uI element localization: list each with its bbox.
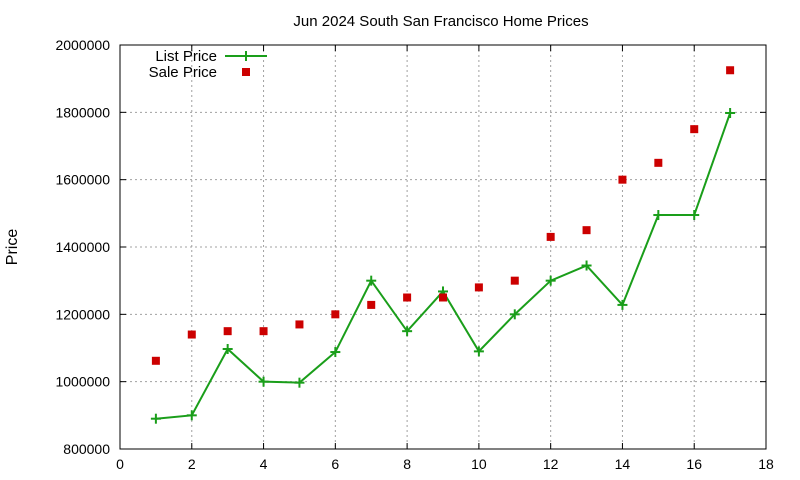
list-price-point: [330, 347, 341, 358]
y-tick-label: 1200000: [55, 306, 110, 322]
y-tick-label: 800000: [63, 441, 110, 457]
sale-price-point: [367, 300, 376, 309]
sale-price-point: [546, 232, 555, 241]
grid: [120, 45, 766, 449]
sale-price-point: [618, 175, 627, 184]
sale-price-point: [654, 158, 663, 167]
y-tick-label: 1600000: [55, 172, 110, 188]
x-tick-label: 6: [331, 456, 339, 472]
list-price-point: [150, 413, 161, 424]
list-price-line: [155, 112, 732, 420]
list-price-point: [653, 210, 664, 221]
y-axis-label: Price: [4, 229, 21, 266]
x-tick-label: 4: [260, 456, 268, 472]
sale-price-point: [151, 356, 160, 365]
y-tick-label: 1000000: [55, 374, 110, 390]
list-price-point: [258, 376, 269, 387]
sale-price-point: [439, 293, 447, 302]
sale-price-legend-marker: [242, 68, 250, 76]
sale-price-point: [690, 125, 699, 134]
sale-price-point: [223, 327, 232, 336]
axes: 0 2 4 6 8 10 12 14 16 18 800000 1000000 1200000 14000…: [55, 37, 774, 472]
sale-price-point: [510, 276, 519, 285]
x-tick-label: 14: [615, 456, 631, 472]
sale-price-point: [582, 226, 591, 235]
x-tick-label: 12: [543, 456, 559, 472]
x-tick-label: 8: [403, 456, 411, 472]
list-price-legend-marker: [241, 51, 251, 61]
list-price-point: [402, 326, 413, 337]
sale-price-point: [331, 310, 340, 319]
x-tick-label: 2: [188, 456, 196, 472]
list-price-point: [294, 377, 305, 388]
list-price-point: [222, 344, 233, 355]
list-price-point: [545, 275, 556, 286]
sale-price-legend-label: Sale Price: [149, 64, 217, 81]
y-tick-label: 2000000: [55, 37, 110, 53]
sale-price-point: [403, 293, 412, 302]
series: [150, 66, 736, 424]
sale-price-point: [187, 330, 196, 339]
x-tick-label: 18: [758, 456, 774, 472]
x-tick-label: 10: [471, 456, 487, 472]
list-price-point: [689, 210, 700, 221]
sale-price-point: [726, 66, 735, 75]
y-tick-label: 1400000: [55, 239, 110, 255]
list-price-point: [186, 410, 197, 421]
list-price-point: [581, 260, 592, 271]
sale-price-point: [295, 320, 304, 329]
list-price-point: [617, 299, 628, 310]
x-tick-label: 0: [116, 456, 124, 472]
list-price-point: [366, 275, 377, 286]
x-tick-label: 16: [686, 456, 702, 472]
list-price-point: [725, 108, 736, 119]
list-price-point: [509, 309, 520, 320]
y-tick-label: 1800000: [55, 104, 110, 120]
list-price-point: [473, 346, 484, 357]
sale-price-point: [474, 283, 483, 292]
chart-title: Jun 2024 South San Francisco Home Prices: [293, 13, 588, 30]
list-price-legend-label: List Price: [155, 48, 217, 65]
sale-price-point: [259, 327, 268, 336]
